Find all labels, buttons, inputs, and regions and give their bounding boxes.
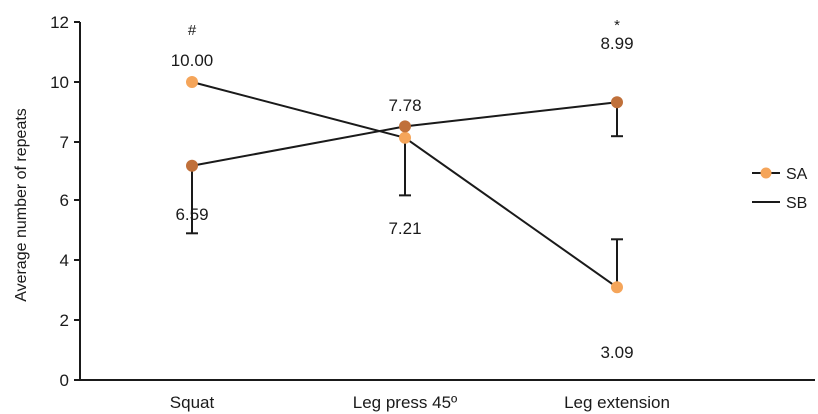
y-tick-label: 10	[50, 73, 69, 92]
y-tick-label: 2	[60, 311, 69, 330]
legend-label-sa: SA	[786, 166, 808, 183]
x-category-label: Leg press 45º	[353, 393, 458, 412]
data-point-sa	[611, 281, 623, 294]
value-label-sb: 7.78	[388, 96, 421, 115]
value-label-sa: 3.09	[600, 343, 633, 362]
y-tick-label: 0	[60, 371, 69, 390]
legend-label-sb: SB	[786, 195, 807, 212]
y-tick-label: 6	[60, 191, 69, 210]
value-label-sa: 10.00	[171, 51, 214, 70]
data-point-sb	[399, 120, 411, 133]
x-category-label: Leg extension	[564, 393, 670, 412]
legend-item-sa: SA	[752, 166, 808, 183]
data-point-sb	[611, 96, 623, 109]
y-axis-title: Average number of repeats	[13, 108, 30, 302]
legend: SA SB	[752, 166, 808, 212]
y-tick-label: 12	[50, 13, 69, 32]
y-tick-label: 4	[60, 251, 69, 270]
legend-item-sb: SB	[752, 195, 807, 212]
asterisk-annotation: *	[614, 17, 620, 34]
value-label-sb: 8.99	[600, 34, 633, 53]
data-point-sb	[186, 159, 198, 172]
hash-annotation: #	[188, 22, 197, 39]
data-point-sa	[399, 131, 411, 144]
y-tick-label: 7	[60, 133, 69, 152]
data-point-sa	[186, 76, 198, 88]
value-label-sa: 7.21	[388, 219, 421, 238]
x-category-label: Squat	[170, 393, 215, 412]
value-label-sb: 6.59	[175, 205, 208, 224]
legend-marker-sa	[760, 167, 772, 179]
